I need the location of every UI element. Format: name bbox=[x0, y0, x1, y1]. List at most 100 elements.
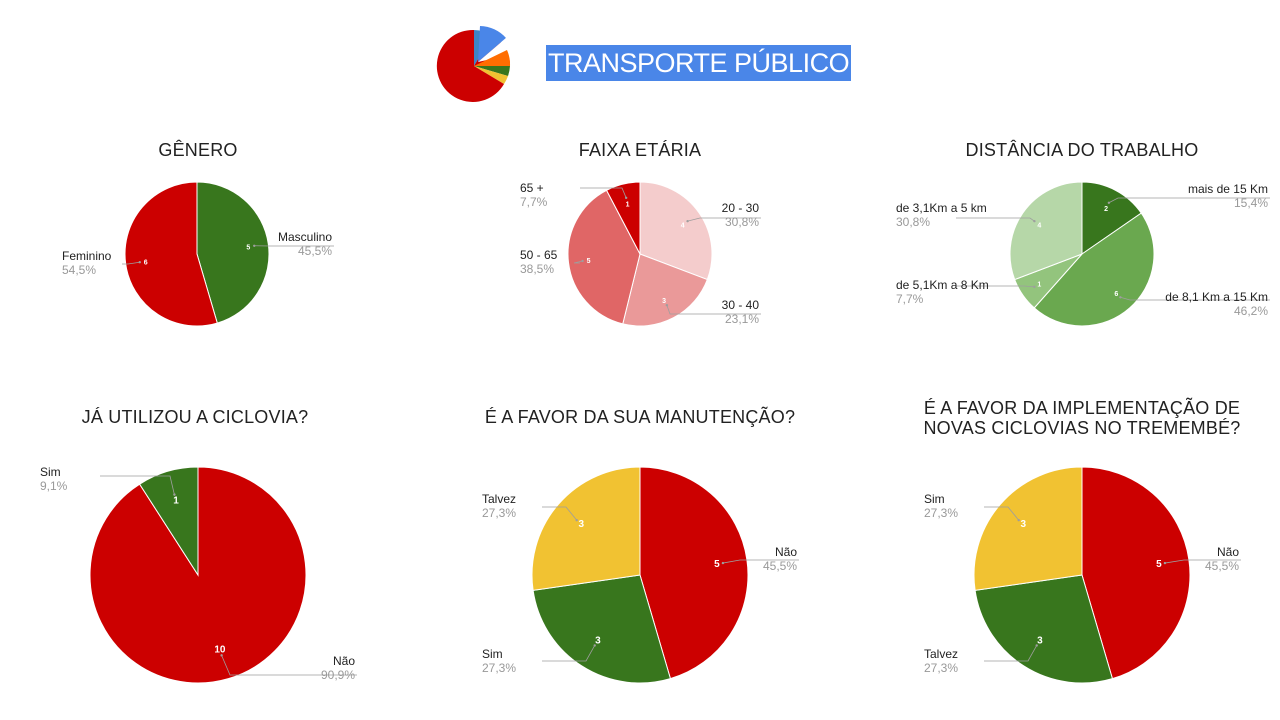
slice-percent-label: 27,3% bbox=[924, 506, 958, 520]
slice-category-label: Não bbox=[775, 545, 797, 559]
callout-dot bbox=[1163, 561, 1167, 565]
callout-line bbox=[1164, 559, 1241, 564]
slice-value-label: 3 bbox=[578, 519, 584, 530]
slice-category-label: Masculino bbox=[278, 230, 332, 244]
slice-value-label: 2 bbox=[1104, 206, 1108, 213]
slice-category-label: de 5,1Km a 8 Km bbox=[896, 278, 989, 292]
callout-dot bbox=[1033, 285, 1036, 289]
callout-line bbox=[100, 475, 175, 495]
callout-dot bbox=[1107, 201, 1111, 204]
slice-value-label: 5 bbox=[714, 559, 720, 570]
callout-line bbox=[956, 285, 1035, 288]
callout-dot bbox=[593, 644, 596, 647]
callout-dot bbox=[665, 304, 669, 307]
slice-category-label: Sim bbox=[40, 465, 61, 479]
slice-percent-label: 45,5% bbox=[763, 559, 797, 573]
pie-slice bbox=[605, 181, 641, 255]
callout-line bbox=[1120, 296, 1270, 301]
slice-category-label: 30 - 40 bbox=[722, 298, 760, 312]
slice-percent-label: 27,3% bbox=[482, 506, 516, 520]
pie-slice bbox=[138, 466, 199, 577]
slice-value-label: 1 bbox=[1037, 281, 1041, 288]
slice-percent-label: 15,4% bbox=[1234, 196, 1268, 210]
slice-category-label: Sim bbox=[924, 492, 945, 506]
slice-category-label: de 8,1 Km a 15 Km bbox=[1165, 290, 1268, 304]
callout-dot bbox=[138, 261, 141, 264]
callout-line bbox=[687, 217, 761, 222]
slice-value-label: 3 bbox=[595, 635, 601, 646]
slice-value-label: 4 bbox=[1037, 223, 1041, 230]
callout-line bbox=[984, 645, 1038, 662]
slice-category-label: 20 - 30 bbox=[722, 201, 760, 215]
pie-slice bbox=[567, 189, 641, 325]
callout-dot bbox=[624, 196, 628, 200]
slice-percent-label: 7,7% bbox=[896, 292, 924, 306]
callout-line bbox=[984, 506, 1020, 521]
pie-slice bbox=[1033, 212, 1155, 327]
callout-line bbox=[1108, 197, 1270, 204]
slice-value-label: 5 bbox=[1156, 559, 1162, 570]
chart-title-ciclovia: JÁ UTILIZOU A CICLOVIA? bbox=[81, 407, 309, 427]
slice-percent-label: 38,5% bbox=[520, 262, 554, 276]
slice-value-label: 3 bbox=[662, 298, 666, 305]
callout-line bbox=[542, 506, 578, 521]
slice-value-label: 4 bbox=[681, 223, 685, 230]
callout-dot bbox=[581, 259, 584, 263]
callout-dot bbox=[575, 518, 578, 522]
callout-dot bbox=[173, 493, 176, 496]
slice-value-label: 3 bbox=[1037, 635, 1043, 646]
slice-percent-label: 45,5% bbox=[1205, 559, 1239, 573]
callout-line bbox=[122, 261, 140, 265]
slice-percent-label: 23,1% bbox=[725, 312, 759, 326]
slice-category-label: Sim bbox=[482, 647, 503, 661]
slice-percent-label: 45,5% bbox=[298, 244, 332, 258]
pie-slice bbox=[622, 253, 708, 327]
slice-category-label: 65 + bbox=[520, 181, 544, 195]
callout-dot bbox=[686, 219, 689, 223]
callout-line bbox=[722, 559, 799, 564]
callout-line bbox=[666, 305, 761, 315]
callout-dot bbox=[721, 561, 725, 565]
callout-dot bbox=[1017, 518, 1020, 522]
slice-category-label: mais de 15 Km bbox=[1188, 182, 1268, 196]
page-title: TRANSPORTE PÚBLICO bbox=[546, 45, 852, 81]
callout-dot bbox=[253, 244, 256, 247]
slice-percent-label: 46,2% bbox=[1234, 304, 1268, 318]
callout-line bbox=[580, 187, 627, 198]
slice-category-label: de 3,1Km a 5 km bbox=[896, 201, 987, 215]
slice-category-label: Não bbox=[1217, 545, 1239, 559]
callout-dot bbox=[220, 654, 223, 657]
slice-percent-label: 9,1% bbox=[40, 479, 68, 493]
slice-category-label: Não bbox=[333, 654, 355, 668]
callout-dot bbox=[1119, 296, 1122, 299]
slice-category-label: 50 - 65 bbox=[520, 248, 558, 262]
pie-slice bbox=[1081, 181, 1142, 255]
pie-slice bbox=[196, 181, 270, 324]
slice-value-label: 3 bbox=[1020, 519, 1026, 530]
pie-slice bbox=[532, 574, 672, 684]
slice-percent-label: 27,3% bbox=[482, 661, 516, 675]
pie-slice bbox=[973, 466, 1083, 591]
chart-title-faixa-etaria: FAIXA ETÁRIA bbox=[578, 140, 702, 160]
chart-title-line: É A FAVOR DA IMPLEMENTAÇÃO DE bbox=[923, 398, 1241, 418]
pie-slice bbox=[1009, 181, 1083, 281]
slice-value-label: 10 bbox=[214, 645, 226, 656]
slice-percent-label: 30,8% bbox=[725, 215, 759, 229]
slice-value-label: 6 bbox=[1114, 291, 1118, 298]
slice-category-label: Talvez bbox=[482, 492, 516, 506]
chart-title-distancia: DISTÂNCIA DO TRABALHO bbox=[965, 140, 1199, 160]
pie-slice bbox=[974, 574, 1114, 684]
slice-percent-label: 27,3% bbox=[924, 661, 958, 675]
callout-line bbox=[956, 217, 1035, 222]
chart-title-manutencao: É A FAVOR DA SUA MANUTENÇÃO? bbox=[484, 407, 796, 427]
callout-line bbox=[221, 655, 357, 676]
callout-line bbox=[542, 645, 596, 662]
pie-slice bbox=[639, 181, 713, 281]
